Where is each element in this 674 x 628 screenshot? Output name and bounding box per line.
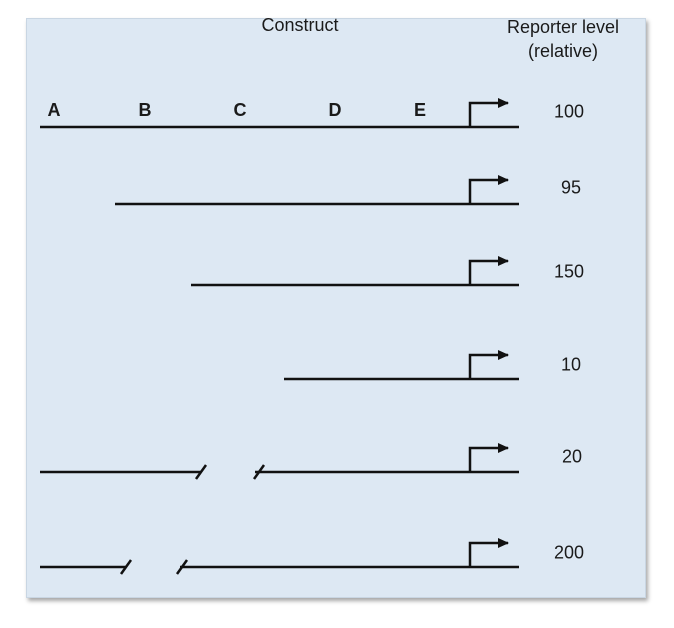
break-mark-icon bbox=[194, 464, 208, 480]
promoter-arrow-icon bbox=[468, 538, 509, 567]
reporter-header-line1: Reporter level bbox=[506, 17, 620, 37]
break-mark-icon bbox=[252, 464, 266, 480]
reporter-level-header: Reporter level (relative) bbox=[488, 15, 638, 63]
reporter-level-value: 150 bbox=[553, 261, 585, 282]
reporter-level-value: 20 bbox=[561, 446, 583, 467]
promoter-arrow-icon bbox=[468, 256, 509, 285]
reporter-level-value: 200 bbox=[553, 542, 585, 563]
break-mark-icon bbox=[119, 559, 133, 575]
break-mark-icon bbox=[175, 559, 189, 575]
promoter-arrow-icon bbox=[468, 98, 509, 127]
promoter-arrow-icon bbox=[468, 443, 509, 472]
segment-label-c: C bbox=[233, 100, 247, 120]
reporter-header-line2: (relative) bbox=[527, 41, 598, 61]
reporter-level-value: 10 bbox=[560, 354, 582, 375]
promoter-arrow-icon bbox=[468, 175, 509, 204]
segment-label-e: E bbox=[413, 100, 427, 120]
segment-label-d: D bbox=[328, 100, 342, 120]
construct-header: Construct bbox=[261, 15, 339, 35]
diagram-panel bbox=[26, 18, 646, 598]
segment-label-b: B bbox=[138, 100, 152, 120]
promoter-arrow-icon bbox=[468, 350, 509, 379]
segment-label-a: A bbox=[47, 100, 61, 120]
reporter-level-value: 100 bbox=[553, 101, 585, 122]
reporter-level-value: 95 bbox=[560, 177, 582, 198]
